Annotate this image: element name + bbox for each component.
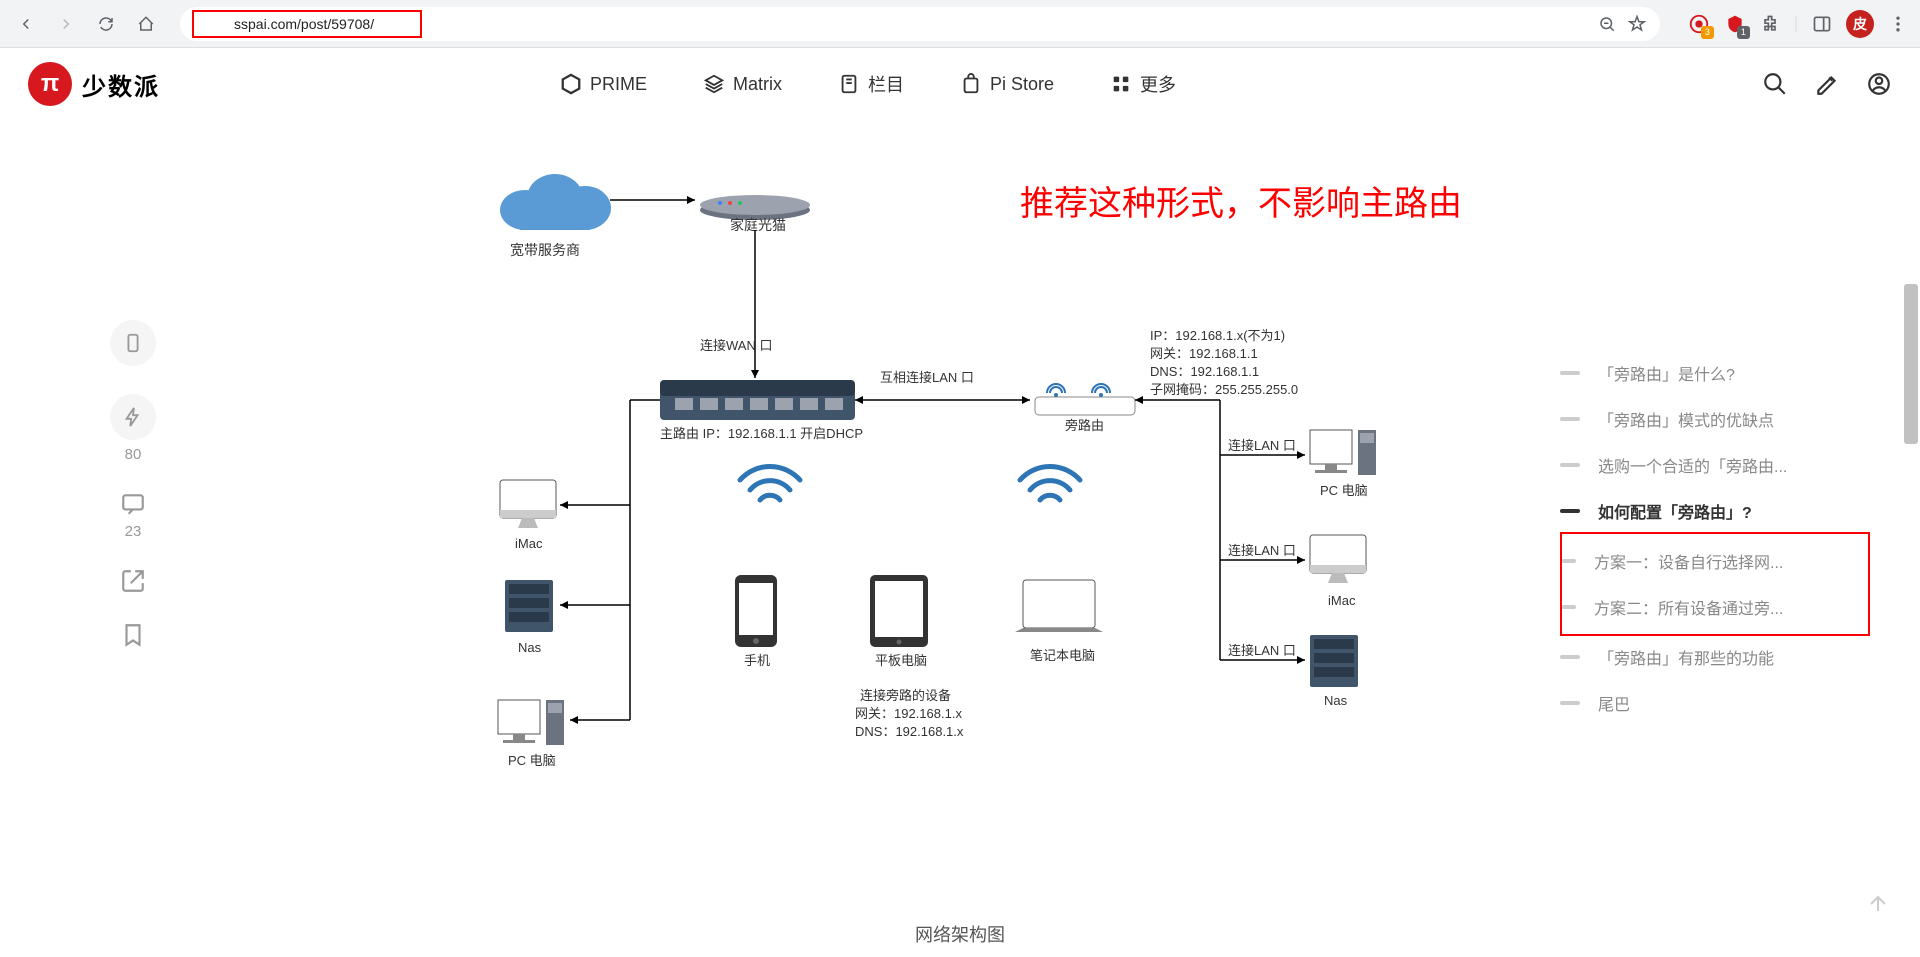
svg-text:连接LAN 口: 连接LAN 口 — [1228, 438, 1296, 453]
extension-badge: 3 — [1701, 26, 1714, 39]
toc-item[interactable]: 选购一个合适的「旁路由... — [1560, 442, 1870, 488]
toc-item[interactable]: 方案一：设备自行选择网... — [1562, 538, 1868, 584]
svg-text:旁路由: 旁路由 — [1065, 418, 1104, 433]
nav-columns[interactable]: 栏目 — [838, 71, 904, 97]
svg-text:DNS：192.168.1.1: DNS：192.168.1.1 — [1150, 364, 1259, 379]
panel-icon[interactable] — [1812, 14, 1832, 34]
scroll-top-button[interactable] — [1866, 892, 1890, 921]
svg-text:IP：192.168.1.x(不为1): IP：192.168.1.x(不为1) — [1150, 328, 1285, 343]
svg-text:平板电脑: 平板电脑 — [875, 653, 927, 668]
nav-prime[interactable]: PRIME — [560, 71, 647, 97]
back-button[interactable] — [12, 10, 40, 38]
nav-matrix-label: Matrix — [733, 74, 782, 95]
url-bar[interactable]: sspai.com/post/59708/ — [180, 7, 1660, 41]
svg-text:子网掩码：255.255.255.0: 子网掩码：255.255.255.0 — [1150, 382, 1298, 397]
svg-text:iMac: iMac — [1328, 593, 1356, 608]
browser-chrome: sspai.com/post/59708/ 3 1 | 皮 — [0, 0, 1920, 48]
site-logo[interactable]: π — [28, 62, 72, 106]
toc-highlight-box: 方案一：设备自行选择网... 方案二：所有设备通过旁... — [1560, 532, 1870, 636]
scrollbar-thumb[interactable] — [1904, 284, 1918, 444]
chrome-extensions: 3 1 | 皮 — [1688, 10, 1908, 38]
left-toolbar: 80 23 — [110, 320, 156, 648]
vertical-scrollbar[interactable] — [1902, 264, 1920, 904]
extension-icon-2[interactable]: 1 — [1724, 13, 1746, 35]
zoom-icon[interactable] — [1598, 15, 1616, 33]
svg-text:连接WAN 口: 连接WAN 口 — [700, 338, 772, 353]
svg-text:连接LAN 口: 连接LAN 口 — [1228, 643, 1296, 658]
nav-columns-label: 栏目 — [868, 71, 904, 97]
url-highlight-box — [192, 10, 422, 38]
forward-button[interactable] — [52, 10, 80, 38]
user-icon[interactable] — [1866, 71, 1892, 97]
svg-text:宽带服务商: 宽带服务商 — [510, 242, 580, 258]
toc-item[interactable]: 尾巴 — [1560, 680, 1870, 726]
svg-text:手机: 手机 — [744, 653, 770, 668]
extension-badge-2: 1 — [1737, 26, 1750, 39]
toc-item[interactable]: 「旁路由」有那些的功能 — [1560, 634, 1870, 680]
svg-text:连接旁路的设备: 连接旁路的设备 — [860, 688, 951, 703]
svg-text:笔记本电脑: 笔记本电脑 — [1030, 648, 1095, 663]
svg-text:PC 电脑: PC 电脑 — [1320, 483, 1368, 498]
svg-text:网关：192.168.1.x: 网关：192.168.1.x — [855, 706, 962, 721]
svg-text:PC 电脑: PC 电脑 — [508, 753, 556, 768]
reload-button[interactable] — [92, 10, 120, 38]
main-nav: PRIME Matrix 栏目 Pi Store 更多 — [560, 71, 1176, 97]
toc-item[interactable]: 「旁路由」是什么? — [1560, 350, 1870, 396]
svg-text:Nas: Nas — [518, 640, 542, 655]
nav-more-label: 更多 — [1140, 71, 1176, 97]
power-count: 80 — [125, 446, 142, 463]
profile-avatar[interactable]: 皮 — [1846, 10, 1874, 38]
network-diagram: 推荐这种形式，不影响主路由 宽带服务商 家庭光猫 连接WAN 口 主路由 IP： — [450, 160, 1480, 900]
search-icon[interactable] — [1762, 71, 1788, 97]
more-icon[interactable] — [1888, 14, 1908, 34]
tool-share[interactable] — [120, 568, 146, 594]
toc-item[interactable]: 「旁路由」模式的优缺点 — [1560, 396, 1870, 442]
diagram-caption: 网络架构图 — [915, 921, 1005, 947]
nav-store-label: Pi Store — [990, 74, 1054, 95]
svg-text:Nas: Nas — [1324, 693, 1348, 708]
home-button[interactable] — [132, 10, 160, 38]
svg-text:主路由 IP：192.168.1.1 开启DHCP: 主路由 IP：192.168.1.1 开启DHCP — [660, 426, 863, 441]
svg-text:连接LAN 口: 连接LAN 口 — [1228, 543, 1296, 558]
tool-phone[interactable] — [110, 320, 156, 366]
nav-matrix[interactable]: Matrix — [703, 71, 782, 97]
svg-text:DNS：192.168.1.x: DNS：192.168.1.x — [855, 724, 964, 739]
bookmark-star-icon[interactable] — [1628, 15, 1646, 33]
nav-more[interactable]: 更多 — [1110, 71, 1176, 97]
site-header: π 少数派 PRIME Matrix 栏目 Pi Store 更多 — [0, 48, 1920, 120]
svg-text:推荐这种形式，不影响主路由: 推荐这种形式，不影响主路由 — [1020, 185, 1462, 223]
nav-store[interactable]: Pi Store — [960, 71, 1054, 97]
toc-item[interactable]: 如何配置「旁路由」? — [1560, 488, 1870, 534]
tool-power[interactable]: 80 — [110, 394, 156, 463]
svg-text:iMac: iMac — [515, 536, 543, 551]
extensions-icon[interactable] — [1760, 14, 1780, 34]
tool-comment[interactable]: 23 — [120, 491, 146, 540]
comment-count: 23 — [125, 523, 142, 540]
svg-text:网关：192.168.1.1: 网关：192.168.1.1 — [1150, 346, 1258, 361]
svg-text:家庭光猫: 家庭光猫 — [730, 217, 786, 233]
nav-prime-label: PRIME — [590, 74, 647, 95]
toc: 「旁路由」是什么? 「旁路由」模式的优缺点 选购一个合适的「旁路由... 如何配… — [1560, 350, 1870, 726]
site-name[interactable]: 少数派 — [82, 67, 160, 102]
svg-text:互相连接LAN 口: 互相连接LAN 口 — [880, 370, 974, 385]
write-icon[interactable] — [1814, 71, 1840, 97]
extension-icon-1[interactable]: 3 — [1688, 13, 1710, 35]
toc-item[interactable]: 方案二：所有设备通过旁... — [1562, 584, 1868, 630]
header-actions — [1762, 71, 1892, 97]
tool-bookmark[interactable] — [120, 622, 146, 648]
